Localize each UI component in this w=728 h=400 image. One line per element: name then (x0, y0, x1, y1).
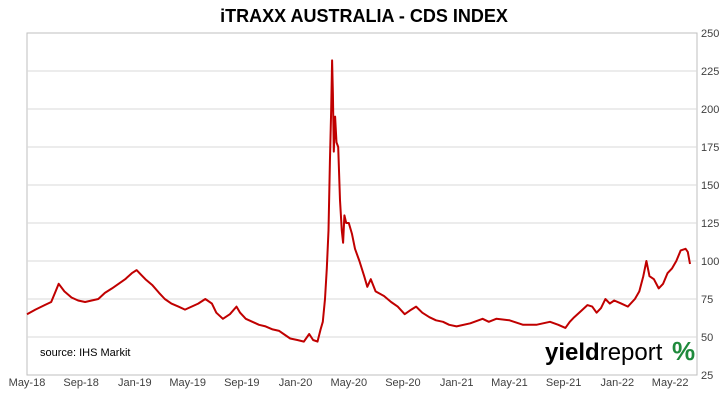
y-tick-label: 200 (701, 104, 719, 116)
y-tick-label: 150 (701, 180, 719, 192)
logo-percent-symbol: % (672, 336, 695, 366)
x-tick-label: Sep-18 (63, 377, 98, 389)
x-tick-label: Jan-20 (279, 377, 313, 389)
x-tick-label: Jan-19 (118, 377, 152, 389)
x-tick-label: May-20 (330, 377, 367, 389)
x-tick-label: Jan-22 (601, 377, 635, 389)
y-tick-label: 125 (701, 218, 719, 230)
x-tick-label: Jan-21 (440, 377, 474, 389)
y-tick-label: 225 (701, 66, 719, 78)
y-axis-ticks: 25 50 75 100 125 150 175 200 225 250 (701, 28, 719, 382)
x-tick-label: May-22 (652, 377, 689, 389)
y-tick-label: 50 (701, 332, 713, 344)
x-tick-label: May-18 (9, 377, 46, 389)
x-axis-ticks: May-18 Sep-18 Jan-19 May-19 Sep-19 Jan-20 May-… (9, 377, 689, 389)
svg-text:yieldreport: yieldreport (545, 339, 663, 366)
y-tick-label: 100 (701, 256, 719, 268)
chart-title: iTRAXX AUSTRALIA - CDS INDEX (220, 6, 508, 26)
y-tick-label: 250 (701, 28, 719, 40)
x-tick-label: Sep-19 (224, 377, 259, 389)
x-tick-label: Sep-20 (385, 377, 420, 389)
y-tick-label: 25 (701, 370, 713, 382)
y-tick-label: 175 (701, 142, 719, 154)
logo-text-rest: report (600, 339, 663, 366)
x-tick-label: Sep-21 (546, 377, 581, 389)
plot-area-border (26, 32, 698, 376)
x-tick-label: May-21 (491, 377, 528, 389)
x-tick-label: May-19 (169, 377, 206, 389)
series-line-cds-index (26, 59, 691, 343)
y-tick-label: 75 (701, 294, 713, 306)
source-note: source: IHS Markit (40, 347, 130, 359)
gridlines (27, 70, 697, 338)
logo-text-bold: yield (545, 339, 600, 366)
yieldreport-logo: yieldreport % (545, 336, 695, 366)
